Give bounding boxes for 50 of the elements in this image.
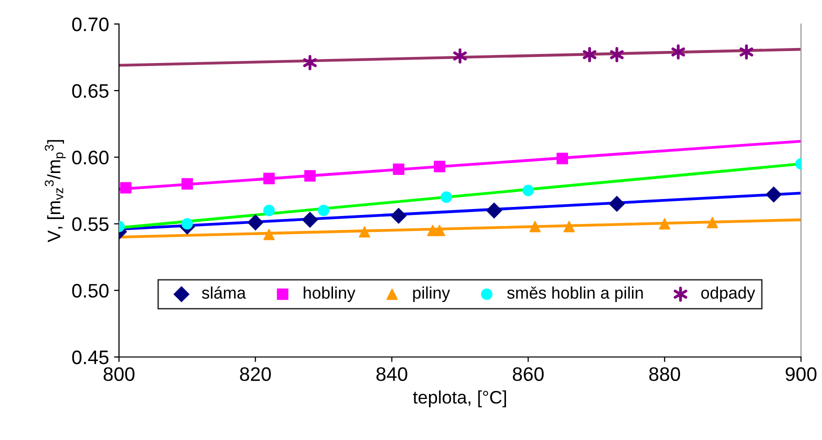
point: [740, 44, 754, 60]
point: [303, 55, 317, 70]
point: [610, 47, 624, 62]
point: [671, 44, 686, 60]
legend-label: hobliny: [304, 286, 356, 302]
point: [120, 182, 132, 194]
point: [556, 152, 568, 164]
point: [263, 228, 275, 240]
point: [247, 214, 264, 230]
x-tick-label: 860: [512, 367, 544, 382]
legend-label: piliny: [413, 286, 450, 302]
point: [318, 204, 330, 216]
point: [434, 160, 446, 172]
y-tick-label: 0.65: [72, 84, 108, 98]
point: [522, 184, 534, 196]
x-tick-label: 800: [104, 367, 134, 382]
point: [181, 218, 193, 230]
point: [440, 191, 452, 203]
point: [302, 212, 318, 228]
y-axis-title: V, [m$_{vz}$$^{3}$/m$_{p}$$^{3}$]: [44, 140, 66, 242]
legend-label: směs hoblin a pilin: [507, 286, 643, 302]
point: [304, 170, 316, 182]
point: [608, 196, 625, 212]
point: [181, 178, 193, 190]
point: [263, 172, 275, 184]
point: [453, 48, 467, 64]
x-tick-label: 840: [376, 367, 408, 382]
y-tick-label: 0.45: [72, 350, 108, 364]
x-axis-title: teplota, [°C]: [413, 390, 506, 408]
x-tick-label: 880: [649, 367, 680, 382]
point: [486, 202, 502, 218]
point: [582, 47, 596, 62]
point: [529, 220, 541, 232]
x-tick-label: 820: [240, 367, 271, 382]
y-tick-label: 0.70: [72, 17, 109, 32]
legend-label: odpady: [701, 286, 756, 302]
point: [263, 204, 275, 216]
point: [766, 186, 782, 202]
point: [563, 220, 575, 232]
point: [392, 163, 404, 175]
point: [434, 224, 446, 236]
x-tick-label: 900: [786, 367, 816, 382]
y-tick-label: 0.60: [72, 150, 109, 164]
point: [706, 216, 718, 228]
point: [358, 226, 370, 238]
point: [390, 208, 407, 224]
legend-label: sláma: [202, 286, 246, 299]
y-tick-label: 0.55: [72, 217, 108, 232]
point: [658, 218, 670, 230]
y-tick-label: 0.50: [72, 284, 109, 298]
